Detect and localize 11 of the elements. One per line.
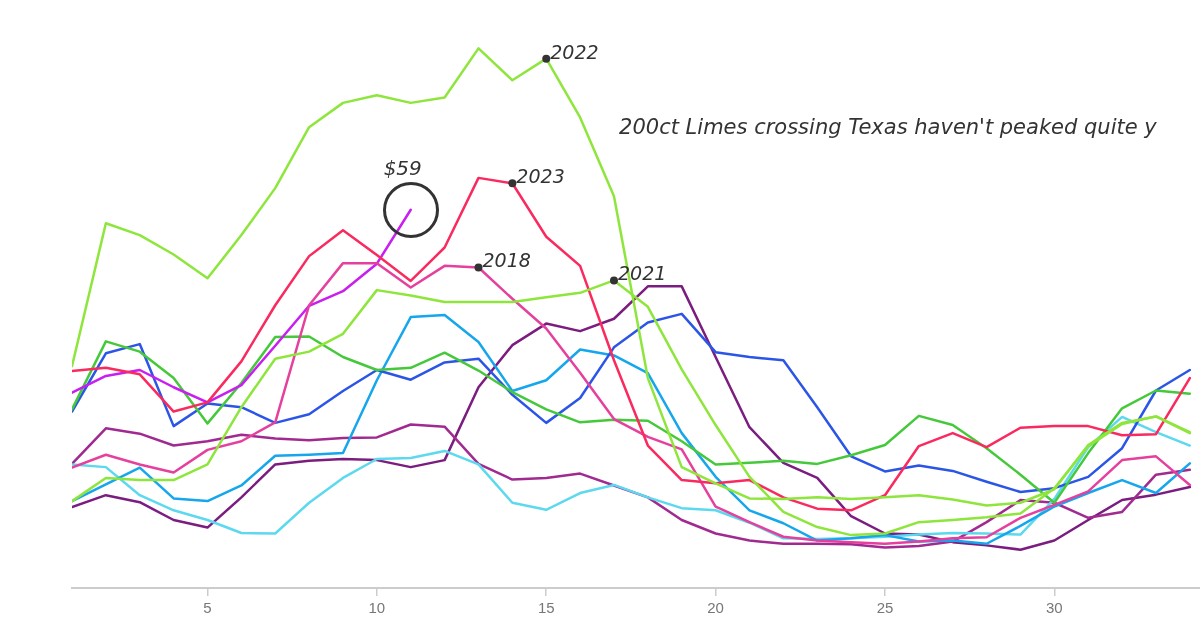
x-tick-label: 30 xyxy=(1046,599,1063,617)
x-tick-label: 10 xyxy=(368,599,386,617)
x-tick-label: 15 xyxy=(537,599,555,617)
annotation: 200ct Limes crossing Texas haven't peaked quite y xyxy=(619,114,1158,139)
annotation: 2023 xyxy=(516,165,565,188)
x-tick-label: 25 xyxy=(876,599,894,617)
annotation: $59 xyxy=(383,155,422,180)
x-tick-label: 20 xyxy=(707,599,724,617)
annotation: 2022 xyxy=(550,40,599,63)
x-tick-label: 5 xyxy=(203,599,212,617)
annotation: 2018 xyxy=(482,249,531,272)
